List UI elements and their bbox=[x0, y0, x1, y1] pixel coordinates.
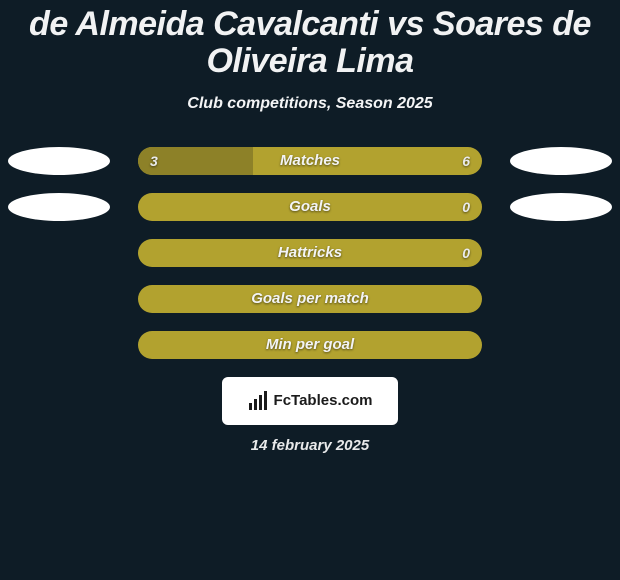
bars-icon bbox=[248, 391, 268, 411]
player-left-marker bbox=[8, 193, 110, 221]
stat-label: Hattricks bbox=[138, 239, 482, 267]
stat-label: Goals per match bbox=[138, 285, 482, 313]
page-title: de Almeida Cavalcanti vs Soares de Olive… bbox=[0, 0, 620, 81]
date-text: 14 february 2025 bbox=[0, 437, 620, 454]
stat-row: Hattricks0 bbox=[0, 239, 620, 267]
stat-value-right: 0 bbox=[462, 239, 470, 267]
stat-value-right: 6 bbox=[462, 147, 470, 175]
stat-label: Goals bbox=[138, 193, 482, 221]
stat-bar: Goals0 bbox=[138, 193, 482, 221]
logo-text: FcTables.com bbox=[274, 392, 373, 409]
stat-label: Min per goal bbox=[138, 331, 482, 359]
player-right-marker bbox=[510, 147, 612, 175]
stat-bar: Goals per match bbox=[138, 285, 482, 313]
player-right-marker bbox=[510, 193, 612, 221]
stat-rows: Matches36Goals0Hattricks0Goals per match… bbox=[0, 147, 620, 359]
stat-row: Matches3 6 bbox=[0, 147, 620, 175]
logo-box: FcTables.com bbox=[222, 377, 398, 425]
subtitle: Club competitions, Season 2025 bbox=[0, 95, 620, 113]
stat-row: Goals per match bbox=[0, 285, 620, 313]
stat-row: Min per goal bbox=[0, 331, 620, 359]
player-left-marker bbox=[8, 147, 110, 175]
stat-row: Goals0 bbox=[0, 193, 620, 221]
stat-value-left: 3 bbox=[150, 147, 158, 175]
stat-bar: Min per goal bbox=[138, 331, 482, 359]
stat-value-right: 0 bbox=[462, 193, 470, 221]
stat-bar: Hattricks0 bbox=[138, 239, 482, 267]
stat-label: Matches bbox=[138, 147, 482, 175]
stat-bar: Matches3 6 bbox=[138, 147, 482, 175]
comparison-infographic: de Almeida Cavalcanti vs Soares de Olive… bbox=[0, 0, 620, 580]
